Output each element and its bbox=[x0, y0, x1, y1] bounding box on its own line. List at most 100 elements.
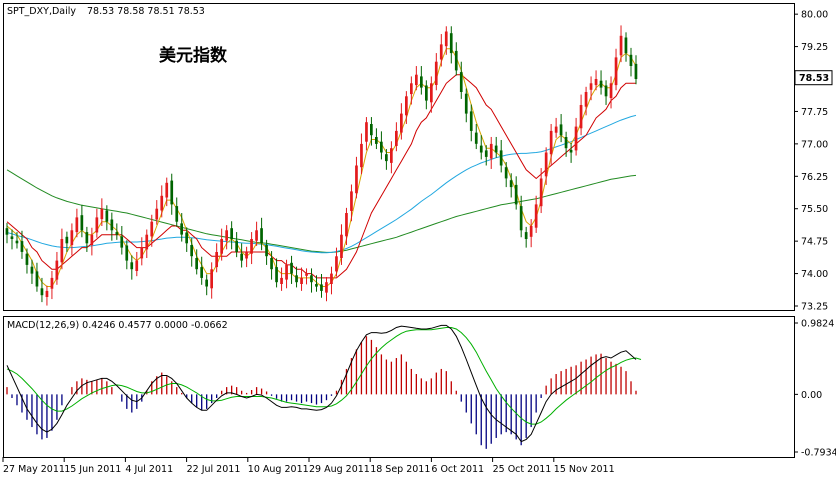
candle-up bbox=[75, 217, 79, 233]
candle-up bbox=[529, 226, 533, 237]
macd-axis-label: 0.00 bbox=[801, 390, 822, 401]
date-axis-label: 6 Oct 2011 bbox=[431, 464, 484, 475]
macd-label: MACD(12,26,9) 0.4246 0.4577 0.0000 -0.06… bbox=[7, 320, 228, 331]
candle-down bbox=[524, 232, 528, 239]
macd-panel bbox=[3, 316, 795, 458]
current-price-label: 78.53 bbox=[799, 73, 829, 84]
candle-down bbox=[474, 132, 478, 144]
candle-down bbox=[499, 150, 503, 166]
candle-up bbox=[160, 195, 164, 211]
candle-down bbox=[380, 141, 383, 153]
candle-up bbox=[365, 122, 368, 142]
candle-up bbox=[584, 92, 588, 107]
candle-up bbox=[45, 290, 49, 297]
candle-down bbox=[190, 245, 193, 257]
candle-down bbox=[40, 288, 44, 296]
candle-up bbox=[330, 273, 333, 284]
candle-down bbox=[10, 236, 14, 239]
macd-axis-label: 0.9824 bbox=[801, 319, 834, 330]
candle-down bbox=[290, 262, 293, 274]
candle-up bbox=[285, 264, 288, 280]
candle-up bbox=[554, 126, 558, 133]
candle-up bbox=[150, 221, 154, 237]
candle-down bbox=[569, 149, 573, 153]
date-axis-label: 4 Jul 2011 bbox=[125, 464, 173, 475]
candle-up bbox=[135, 260, 139, 271]
candle-down bbox=[110, 219, 114, 231]
candle-up bbox=[594, 79, 598, 86]
chart-title: 美元指数 bbox=[159, 45, 228, 66]
candle-up bbox=[360, 143, 363, 168]
candle-up bbox=[225, 230, 228, 241]
price-axis-label: 79.25 bbox=[801, 42, 828, 53]
candle-up bbox=[165, 182, 169, 198]
candle-up bbox=[395, 130, 398, 146]
candle-up bbox=[415, 74, 418, 86]
candle-up bbox=[539, 178, 543, 207]
candle-down bbox=[80, 215, 84, 231]
candle-down bbox=[30, 266, 34, 274]
candle-up bbox=[250, 239, 253, 254]
candle-up bbox=[215, 252, 218, 268]
candle-down bbox=[195, 258, 198, 270]
candle-up bbox=[95, 217, 99, 233]
candle-down bbox=[260, 228, 263, 244]
candle-down bbox=[5, 228, 9, 235]
candle-down bbox=[514, 184, 518, 205]
price-axis-label: 75.50 bbox=[801, 204, 828, 215]
candle-down bbox=[230, 228, 233, 239]
date-axis-label: 22 Jul 2011 bbox=[187, 464, 241, 475]
candle-down bbox=[504, 167, 508, 179]
axis-labels: 80.0079.2578.5077.7577.0076.2575.5074.75… bbox=[2, 10, 836, 475]
candle-up bbox=[444, 31, 448, 47]
current-price-box bbox=[794, 70, 833, 86]
candle-down bbox=[599, 80, 603, 88]
candle-down bbox=[235, 240, 238, 252]
candle-down bbox=[130, 262, 134, 270]
candle-up bbox=[70, 230, 74, 245]
date-axis-label: 25 Oct 2011 bbox=[493, 464, 552, 475]
candle-down bbox=[420, 76, 423, 88]
macd-main-line bbox=[6, 324, 637, 443]
candle-down bbox=[85, 232, 89, 244]
macd-axis-label: -0.7934 bbox=[801, 448, 836, 459]
candle-down bbox=[15, 240, 19, 244]
candle-down bbox=[105, 210, 109, 222]
candle-up bbox=[619, 35, 623, 56]
candle-up bbox=[60, 239, 64, 263]
candle-down bbox=[634, 63, 638, 79]
candle-up bbox=[305, 273, 308, 276]
candle-up bbox=[579, 105, 583, 129]
candle-up bbox=[549, 130, 553, 155]
candle-up bbox=[140, 247, 144, 259]
candle-down bbox=[125, 245, 129, 261]
candle-down bbox=[494, 145, 498, 153]
candle-down bbox=[170, 180, 174, 205]
candle-down bbox=[65, 236, 69, 244]
candle-down bbox=[310, 275, 313, 283]
candle-down bbox=[385, 154, 388, 162]
candle-down bbox=[200, 267, 203, 278]
candle-down bbox=[604, 85, 608, 97]
candle-down bbox=[115, 232, 119, 235]
candle-up bbox=[405, 96, 408, 116]
candle-down bbox=[484, 150, 488, 157]
candle-down bbox=[459, 72, 463, 92]
candle-down bbox=[180, 223, 183, 235]
candle-up bbox=[350, 191, 353, 211]
candle-up bbox=[50, 277, 54, 289]
candle-up bbox=[355, 165, 358, 194]
candle-up bbox=[614, 57, 618, 86]
candle-down bbox=[425, 85, 428, 101]
candle-down bbox=[270, 258, 273, 270]
date-axis-label: 29 Aug 2011 bbox=[309, 464, 370, 475]
price-axis-label: 73.25 bbox=[801, 302, 828, 313]
main-panel bbox=[3, 3, 795, 311]
candle-up bbox=[589, 83, 593, 90]
candlesticks bbox=[5, 25, 638, 306]
candle-down bbox=[205, 279, 208, 287]
macd-series bbox=[6, 324, 642, 449]
candle-up bbox=[280, 277, 283, 284]
candle-up bbox=[90, 234, 94, 246]
candle-down bbox=[624, 37, 628, 54]
